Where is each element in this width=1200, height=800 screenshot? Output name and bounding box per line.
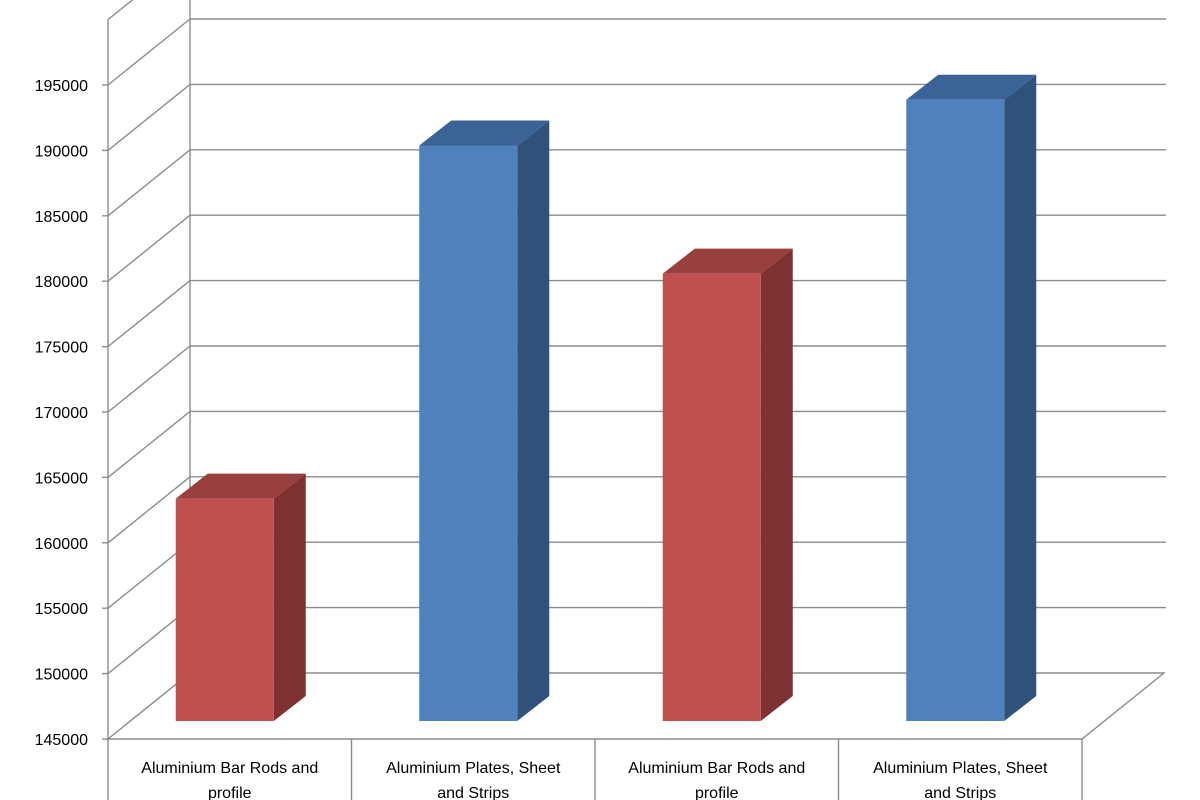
y-tick-label: 190000 (35, 143, 88, 160)
gridline-side (107, 149, 191, 217)
gridline-side (107, 83, 191, 151)
bar-front (419, 145, 518, 722)
gridline-side (107, 280, 191, 348)
y-tick-label: 150000 (35, 667, 88, 684)
bar (175, 473, 306, 721)
x-tick-label: Aluminium Plates, Sheet and Strips (386, 760, 561, 800)
gridline-side (107, 0, 134, 21)
x-tick-label: Aluminium Plates, Sheet and Strips (873, 760, 1048, 800)
bar-front (175, 498, 274, 721)
bar-side (760, 248, 793, 721)
y-tick-label: 195000 (35, 78, 88, 95)
bar-top (906, 74, 1037, 100)
x-tick-label: Aluminium Bar Rods and profile (628, 760, 805, 800)
bar-side (273, 473, 306, 721)
y-tick-labels: 145000 150000 155000 160000 165000 170000 1750… (35, 78, 88, 749)
bar-top (662, 248, 793, 274)
bar (662, 248, 793, 721)
x-tick-labels: Aluminium Bar Rods and profile Aluminium P… (141, 760, 1048, 800)
bar-top (175, 473, 306, 499)
chart-floor (106, 672, 1166, 740)
y-tick-label: 185000 (35, 209, 88, 226)
y-tick-label: 165000 (35, 470, 88, 487)
bar (419, 120, 550, 722)
axes (102, 0, 1166, 800)
bar-front (906, 99, 1005, 721)
y-tick-label: 155000 (35, 601, 88, 618)
gridline-side (107, 345, 191, 413)
gridline-side (107, 18, 191, 86)
bar-side (1004, 74, 1037, 721)
y-tick-label: 170000 (35, 405, 88, 422)
x-tick-label: Aluminium Bar Rods and profile (141, 760, 318, 800)
y-tick-label: 175000 (35, 340, 88, 357)
gridline-side (107, 476, 191, 544)
bars (175, 74, 1037, 722)
bar (906, 74, 1037, 721)
gridline-side (107, 410, 191, 478)
bar-side (517, 120, 550, 722)
bar-top (419, 120, 550, 146)
y-tick-label: 160000 (35, 536, 88, 553)
y-tick-label: 180000 (35, 274, 88, 291)
gridline-side (107, 214, 191, 282)
y-tick-label: 145000 (35, 732, 88, 749)
bar-front (662, 273, 761, 721)
